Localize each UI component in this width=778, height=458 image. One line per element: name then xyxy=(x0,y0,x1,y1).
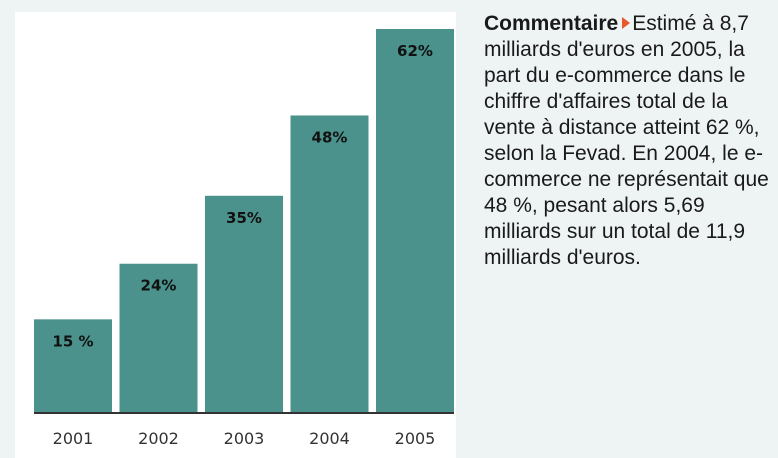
bar-chart: 15 % 2001 24% 2002 35% 2003 48% 2004 62% 2005 xyxy=(34,29,454,448)
x-tick-label-2001: 2001 xyxy=(53,429,94,448)
comment-title: Commentaire xyxy=(484,12,619,35)
data-label-2003: 35% xyxy=(226,209,262,227)
triangle-right-icon xyxy=(622,17,631,29)
bar-2001 xyxy=(34,319,112,412)
x-tick-label-2005: 2005 xyxy=(395,429,436,448)
data-label-2001: 15 % xyxy=(52,332,93,350)
bar-2004 xyxy=(290,115,369,412)
chart-panel: 15 % 2001 24% 2002 35% 2003 48% 2004 62% 2005 xyxy=(15,12,456,458)
x-tick-label-2003: 2003 xyxy=(224,429,265,448)
comment-block: Commentaire Estimé à 8,7 milliards d'euro… xyxy=(484,11,774,271)
comment-text: Estimé à 8,7 milliards d'euros en 2005, … xyxy=(484,12,769,269)
data-label-2002: 24% xyxy=(141,277,177,295)
bar-2005 xyxy=(376,29,454,412)
x-tick-label-2004: 2004 xyxy=(309,429,350,448)
data-label-2004: 48% xyxy=(312,128,348,146)
bar-2003 xyxy=(205,195,283,412)
bar-2002 xyxy=(119,263,198,412)
data-label-2005: 62% xyxy=(397,42,433,60)
x-tick-label-2002: 2002 xyxy=(138,429,179,448)
